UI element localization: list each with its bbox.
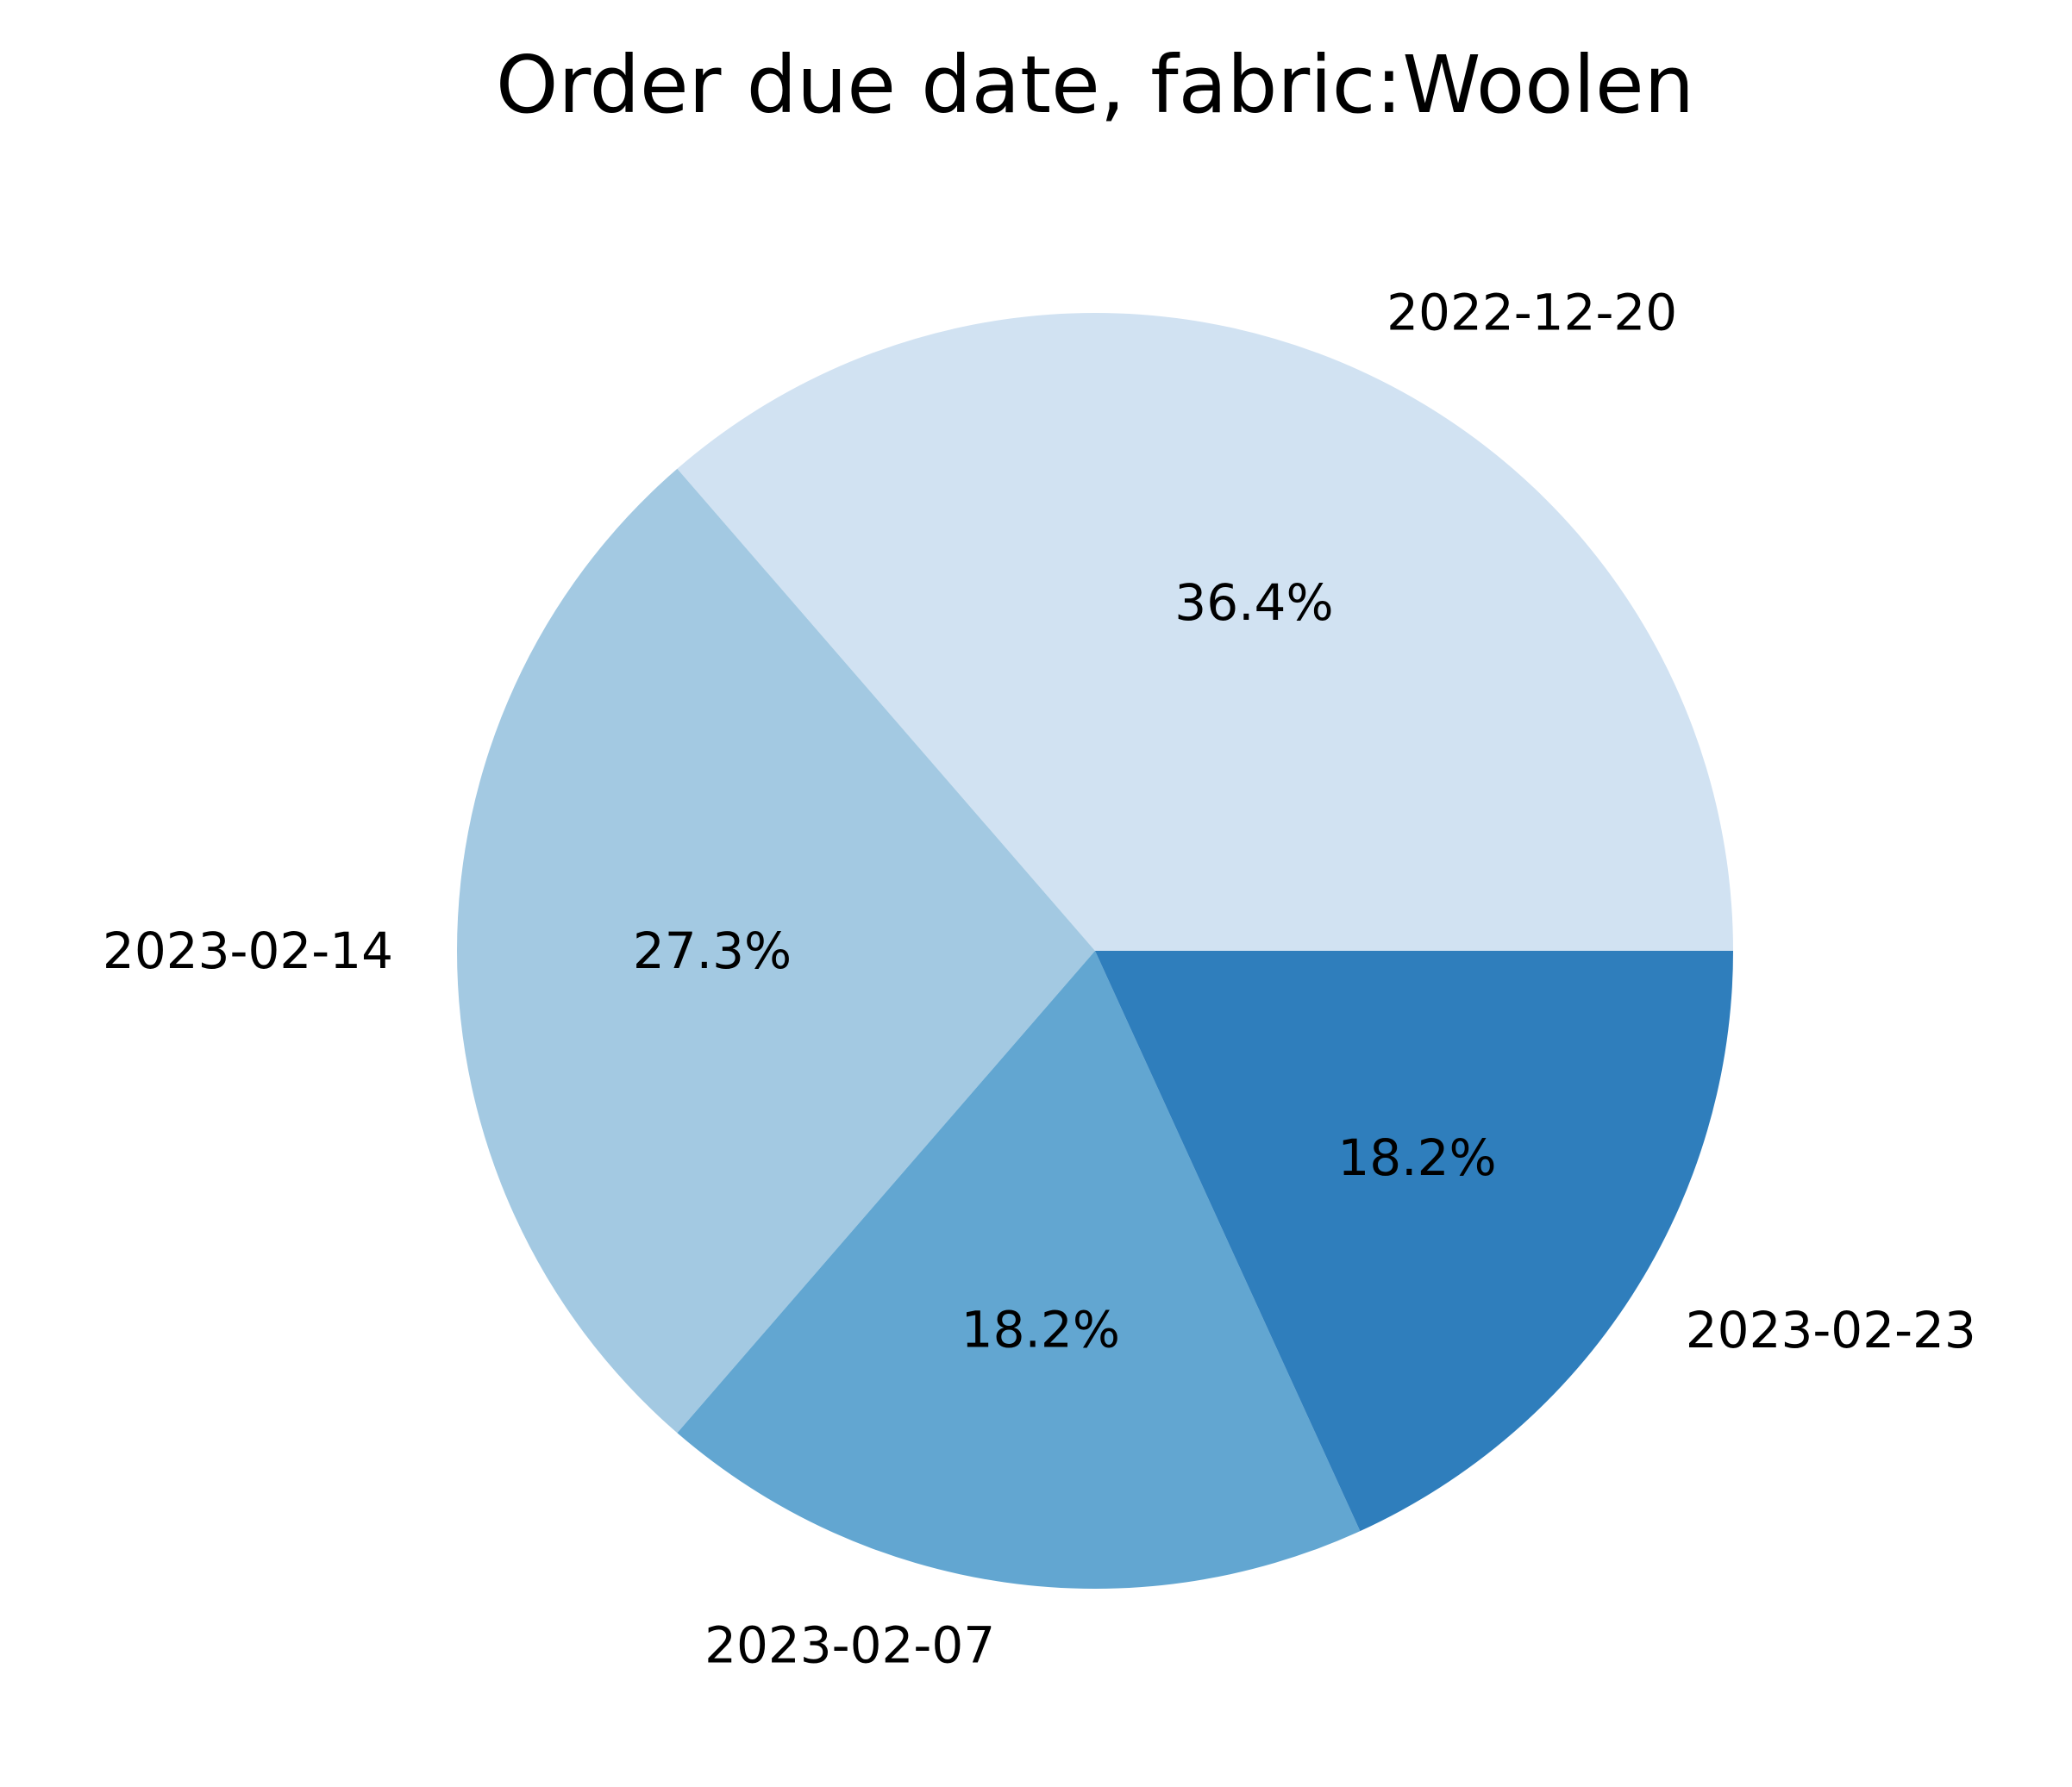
percent-label-2023-02-23: 18.2% — [1337, 1128, 1496, 1187]
percent-label-2023-02-07: 18.2% — [961, 1300, 1120, 1359]
percent-label-2022-12-20: 36.4% — [1174, 573, 1333, 632]
slice-label-2023-02-07: 2023-02-07 — [704, 1616, 995, 1675]
pie-slice-2023-02-23 — [1095, 951, 1733, 1532]
pie-slice-2023-02-07 — [677, 951, 1361, 1589]
chart-title: Order due date, fabric:Woolen — [496, 39, 1694, 131]
pie-slice-2023-02-14 — [457, 468, 1095, 1434]
pie-slices — [457, 313, 1733, 1589]
slice-labels: 2022-12-20 2023-02-14 2023-02-07 2023-02-23 — [103, 284, 1976, 1675]
slice-label-2023-02-23: 2023-02-23 — [1686, 1301, 1976, 1359]
percent-labels: 36.4% 27.3% 18.2% 18.2% — [633, 573, 1497, 1359]
percent-label-2023-02-14: 27.3% — [633, 922, 792, 980]
pie-slice-2022-12-20 — [677, 313, 1733, 951]
slice-label-2022-12-20: 2022-12-20 — [1387, 284, 1677, 342]
slice-label-2023-02-14: 2023-02-14 — [103, 922, 393, 980]
